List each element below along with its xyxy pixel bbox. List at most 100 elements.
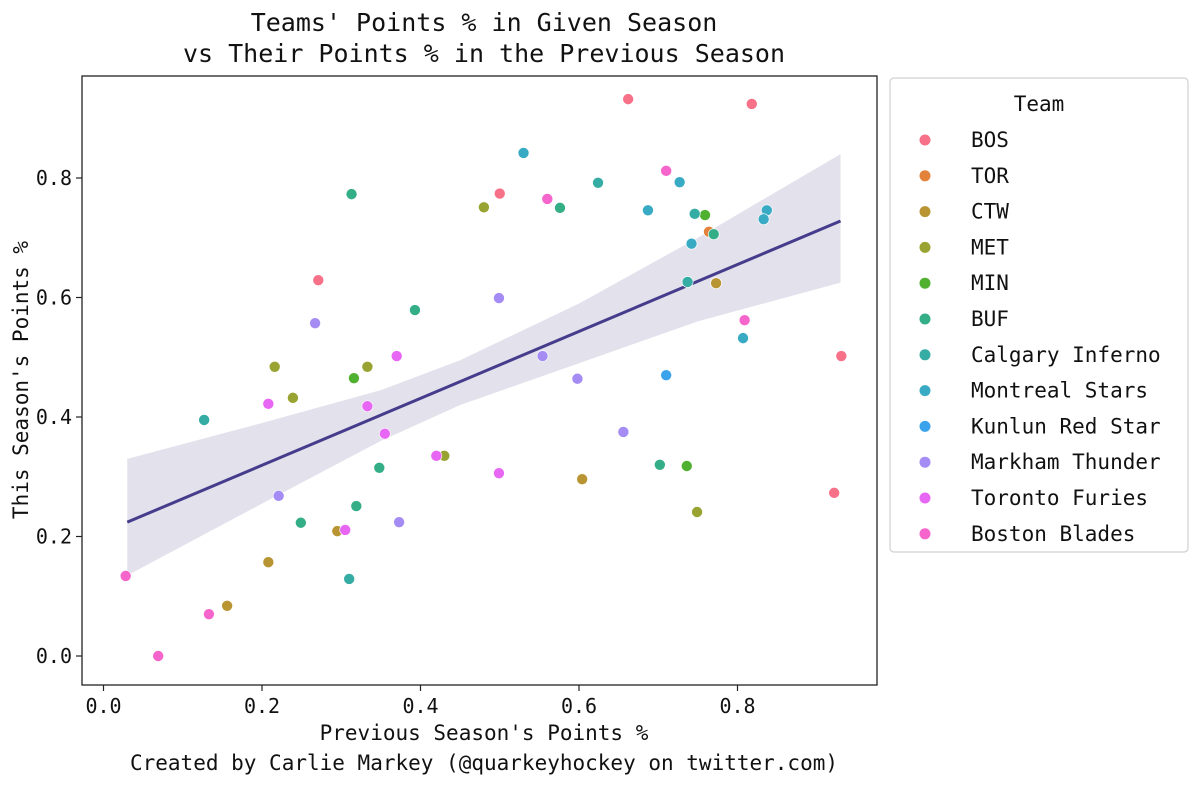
legend-marker: [919, 385, 931, 397]
data-point: [738, 314, 751, 327]
x-tick-label: 0.8: [719, 694, 755, 718]
confidence-band: [127, 154, 841, 576]
y-tick-label: 0.2: [36, 525, 72, 549]
data-point: [262, 398, 275, 410]
data-point: [272, 490, 285, 502]
data-point: [660, 369, 672, 381]
data-point: [642, 204, 654, 217]
data-point: [681, 276, 694, 288]
data-point: [685, 237, 698, 250]
data-point: [409, 304, 421, 316]
legend-label: CTW: [971, 200, 1009, 224]
x-tick-label: 0.0: [85, 694, 121, 718]
data-point: [343, 573, 355, 585]
legend-label: Kunlun Red Star: [971, 414, 1161, 438]
data-point: [390, 350, 403, 362]
x-tick-label: 0.4: [402, 694, 438, 718]
data-point: [835, 350, 848, 362]
data-point: [268, 361, 281, 373]
data-point: [688, 208, 701, 220]
data-point: [221, 600, 233, 612]
legend-marker: [919, 528, 931, 540]
data-point: [660, 165, 672, 177]
data-point: [757, 213, 770, 226]
data-point: [617, 426, 630, 438]
legend-marker: [919, 134, 931, 146]
legend-label: Toronto Furies: [971, 486, 1148, 510]
data-point: [691, 506, 703, 518]
legend-title: Team: [1014, 92, 1065, 116]
chart-title-line-2: vs Their Points % in the Previous Season: [183, 39, 785, 68]
legend-label: Montreal Stars: [971, 379, 1148, 403]
data-point: [203, 608, 215, 620]
data-point: [348, 372, 360, 384]
data-point: [541, 193, 554, 205]
legend-label: BUF: [971, 307, 1009, 331]
data-point: [745, 98, 758, 110]
data-point: [312, 274, 325, 286]
legend-marker: [919, 170, 931, 182]
data-point: [493, 187, 506, 200]
legend-marker: [919, 492, 931, 504]
regression-line: [126, 219, 842, 524]
plot-frame: [81, 75, 878, 686]
data-point: [339, 524, 352, 536]
data-point: [309, 317, 321, 329]
y-axis: 0.0 0.2 0.4 0.6 0.8: [36, 166, 82, 668]
x-tick-label: 0.2: [244, 694, 280, 718]
y-axis-label: This Season's Points %: [9, 241, 33, 520]
x-axis: 0.0 0.2 0.4 0.6 0.8: [85, 685, 756, 718]
data-point: [350, 500, 363, 512]
data-point: [622, 93, 634, 105]
data-point: [699, 209, 711, 221]
data-point: [707, 228, 720, 240]
legend-marker: [919, 277, 931, 289]
legend-marker: [919, 206, 931, 218]
data-point: [393, 516, 405, 528]
chart-title-line-1: Teams' Points % in Given Season: [251, 8, 718, 37]
plot-area: [119, 93, 848, 662]
data-point: [345, 188, 358, 200]
data-point: [517, 147, 530, 159]
data-point: [536, 350, 549, 362]
legend-label: MET: [971, 235, 1009, 259]
data-point: [571, 372, 584, 385]
data-point: [295, 516, 307, 529]
legend-label: BOS: [971, 128, 1009, 152]
legend-label: Calgary Inferno: [971, 343, 1161, 367]
legend-label: MIN: [971, 271, 1009, 295]
data-point: [361, 361, 374, 373]
data-point: [119, 570, 132, 582]
legend-marker: [919, 456, 931, 468]
y-tick-label: 0.0: [36, 644, 72, 668]
legend-marker: [919, 420, 931, 432]
x-axis-label: Previous Season's Points %: [320, 721, 649, 745]
data-point: [361, 400, 374, 413]
data-point: [576, 473, 588, 485]
legend: Team BOS TOR CTW MET MIN BUF Calgary Inferno Mo…: [889, 77, 1189, 553]
data-point: [493, 292, 505, 304]
data-point: [592, 176, 604, 189]
data-point: [654, 458, 666, 471]
y-tick-label: 0.4: [36, 405, 72, 429]
y-tick-label: 0.6: [36, 286, 72, 310]
x-tick-label: 0.6: [561, 694, 597, 718]
legend-label: Markham Thunder: [971, 450, 1161, 474]
legend-frame: [889, 77, 1189, 553]
data-point: [673, 176, 686, 188]
data-point: [430, 450, 443, 462]
data-point: [262, 556, 275, 568]
legend-marker: [919, 313, 931, 325]
data-point: [198, 414, 210, 426]
caption: Created by Carlie Markey (@quarkeyhockey…: [130, 751, 838, 775]
data-point: [737, 332, 749, 344]
legend-label: TOR: [971, 164, 1009, 188]
data-point: [152, 650, 164, 662]
legend-marker: [919, 349, 931, 361]
legend-marker: [919, 241, 931, 253]
y-tick-label: 0.8: [36, 166, 72, 190]
data-point: [373, 461, 386, 474]
data-point: [478, 201, 490, 214]
data-point: [379, 427, 391, 440]
